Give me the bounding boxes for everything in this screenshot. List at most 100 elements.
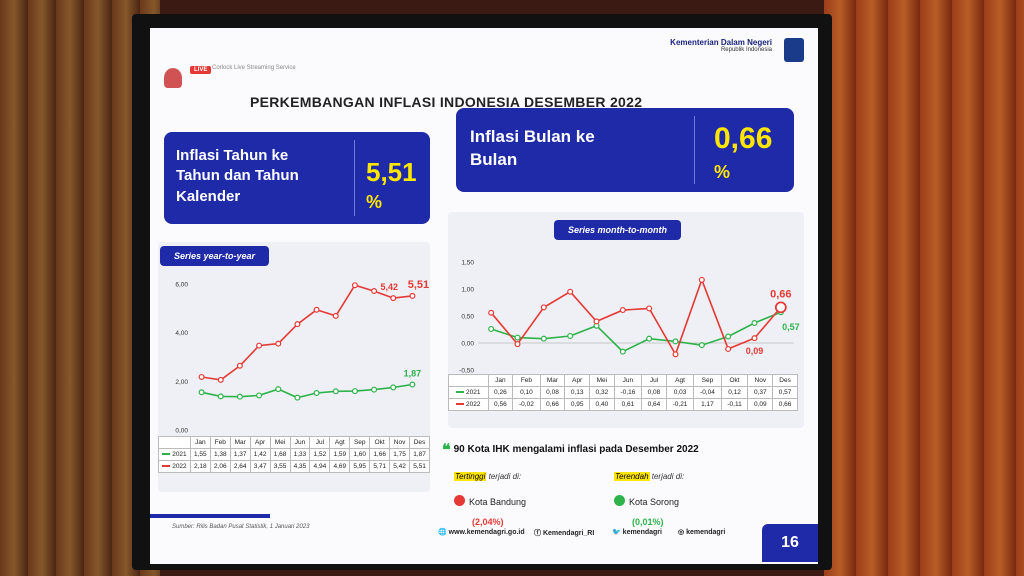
data-point-2021: [514, 334, 521, 341]
data-point-2022: [275, 340, 282, 347]
table-header-cell: Jul: [641, 374, 667, 387]
source-note: Sumber: Rilis Badan Pusat Statistik, 1 J…: [172, 524, 310, 530]
annotation-label: 0,57: [782, 322, 800, 332]
data-point-2021: [567, 332, 574, 339]
table-cell: 0,09: [747, 398, 774, 411]
quote-icon: ❝: [442, 442, 451, 459]
legend-marker: [456, 391, 465, 394]
table-cell: 4,69: [329, 460, 351, 473]
facebook-text: Kemendagri_RI: [542, 530, 595, 537]
kpi-yoy-label: Inflasi Tahun ke Tahun dan Tahun Kalende…: [176, 146, 299, 207]
table-cell: 1,38: [209, 448, 231, 461]
data-point-2022: [567, 288, 574, 295]
kpi-yoy-label-line: Tahun dan Tahun: [176, 167, 299, 185]
series-line-2021: [201, 383, 413, 399]
data-point-2022: [488, 309, 495, 316]
data-point-2021: [332, 388, 339, 395]
garuda-emblem-icon: [164, 68, 182, 88]
y-tick-label: -0,50: [459, 368, 474, 375]
data-point-2022: [619, 307, 626, 314]
kpi-yoy-box: Inflasi Tahun ke Tahun dan Tahun Kalende…: [164, 132, 430, 224]
highlight-point: [774, 301, 787, 314]
table-cell: 0,26: [487, 386, 514, 399]
lowest-city: Kota Sorong: [629, 497, 680, 507]
table-cell: -0,16: [613, 386, 643, 399]
table-cell: 1,52: [309, 448, 331, 461]
table-cell: 0,95: [564, 398, 591, 411]
table-cell: 5,71: [369, 460, 391, 473]
slide-title: PERKEMBANGAN INFLASI INDONESIA DESEMBER …: [250, 94, 643, 110]
table-header-cell: Feb: [512, 374, 541, 387]
mtm-data-table: Jan Feb Mar Apr Mei Jun Jul Agt Sep Okt Nov Des 2021…: [448, 374, 798, 411]
series-line-2021: [490, 311, 782, 353]
data-point-2022: [751, 335, 758, 342]
annotation-label: 0,09: [746, 346, 764, 356]
table-cell: 1,42: [249, 448, 271, 461]
kpi-mtm-divider: [694, 116, 695, 184]
table-cell: 0,32: [589, 386, 615, 399]
data-point-2022: [294, 321, 301, 328]
twitter-link[interactable]: 🐦 kemendagri: [612, 528, 662, 536]
y-tick-label: 1,00: [461, 287, 474, 294]
data-point-2021: [619, 348, 626, 355]
table-cell: 0,03: [665, 386, 695, 399]
ministry-label: Kementerian Dalam Negeri: [670, 38, 772, 47]
facebook-icon: ⓕ: [534, 530, 541, 537]
legend-marker: [162, 465, 171, 468]
instagram-link[interactable]: ◎ kemendagri: [678, 528, 725, 536]
table-cell: 0,12: [720, 386, 749, 399]
kpi-mtm-number: 0,66: [714, 122, 773, 155]
highest-sub: terjadi di:: [486, 472, 522, 481]
series-line-2022: [490, 277, 782, 357]
data-point-2022: [593, 318, 600, 325]
table-cell: 5,42: [389, 460, 411, 473]
table-header-cell: Apr: [564, 374, 591, 387]
data-point-2021: [256, 392, 263, 399]
instagram-text: kemendagri: [686, 529, 726, 536]
kpi-mtm-label-line: Inflasi Bulan ke: [470, 127, 595, 146]
green-dot-icon: [614, 495, 625, 507]
ministry-name: Kementerian Dalam Negeri Republik Indone…: [670, 38, 772, 53]
data-point-2022: [646, 305, 653, 312]
table-cell: 5,95: [349, 460, 371, 473]
data-point-2022: [698, 276, 705, 283]
inflation-info: ❝ 90 Kota IHK mengalami inflasi pada Dese…: [442, 440, 699, 527]
table-cell: 1,37: [229, 448, 251, 461]
kpi-yoy-value: 5,51 %: [366, 154, 417, 216]
table-cell: 5,51: [409, 460, 430, 473]
table-header-cell: Jul: [309, 436, 331, 449]
table-header-cell: Sep: [693, 374, 722, 387]
lowest-sub: terjadi di:: [649, 472, 685, 481]
annotation-label: 0,66: [770, 288, 791, 300]
data-point-2021: [672, 338, 679, 345]
data-point-2021: [646, 335, 653, 342]
table-cell: 2,06: [209, 460, 231, 473]
yoy-data-table: Jan Feb Mar Apr Mei Jun Jul Agt Sep Okt Nov Des 2021…: [158, 436, 430, 473]
curtain-right: [824, 0, 1024, 576]
table-header-cell: Nov: [747, 374, 774, 387]
table-header-cell: Mar: [539, 374, 566, 387]
website-link[interactable]: 🌐 www.kemendagri.go.id: [438, 529, 525, 536]
table-row: 2022 2,18 2,06 2,64 3,47 3,55 4,35 4,94 4,69 5,95…: [158, 460, 430, 473]
series-line-2022: [201, 284, 413, 381]
data-point-2022: [409, 292, 416, 299]
y-tick-label: 0,00: [461, 341, 474, 348]
table-row: 2022 0,56 -0,02 0,66 0,95 0,40 0,61 0,64 -0,21 1,…: [448, 398, 798, 411]
facebook-link[interactable]: ⓕ Kemendagri_RI: [534, 528, 594, 538]
table-header-cell: Okt: [720, 374, 749, 387]
y-tick-label: 0,50: [461, 314, 474, 321]
data-point-2021: [488, 325, 495, 332]
table-header-cell: Feb: [209, 436, 231, 449]
data-point-2022: [236, 362, 243, 369]
table-corner: [448, 374, 489, 387]
mtm-series-label: Series month-to-month: [554, 220, 681, 240]
table-cell: 4,94: [309, 460, 331, 473]
kpi-mtm-box: Inflasi Bulan ke Bulan 0,66 %: [456, 108, 794, 192]
table-header-cell: Sep: [349, 436, 371, 449]
table-cell: 1,33: [289, 448, 311, 461]
data-point-2021: [217, 393, 224, 400]
table-cell: 1,17: [693, 398, 722, 411]
data-point-2021: [698, 342, 705, 349]
kpi-yoy-unit: %: [366, 192, 383, 213]
data-point-2022: [351, 282, 358, 289]
